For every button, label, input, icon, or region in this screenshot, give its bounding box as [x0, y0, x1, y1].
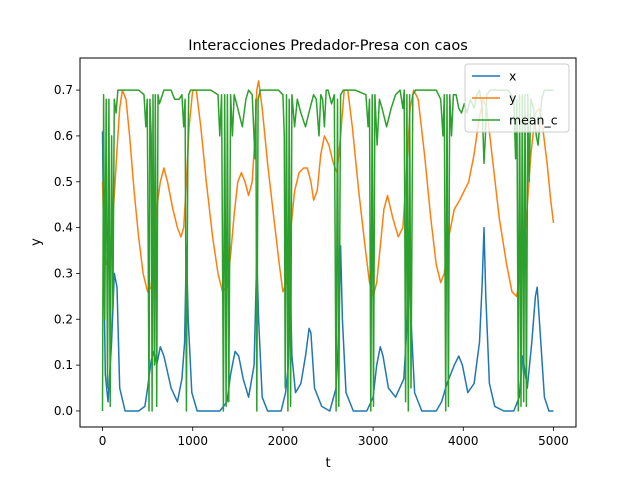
- x-tick-label: 4000: [448, 434, 479, 448]
- legend-box: [464, 63, 570, 133]
- y-tick-label: 0.0: [54, 404, 73, 418]
- y-tick-label: 0.3: [54, 266, 73, 280]
- y-tick-label: 0.7: [54, 83, 73, 97]
- legend-label: x: [509, 69, 516, 84]
- legend-label: mean_c: [509, 113, 558, 128]
- y-tick-label: 0.5: [54, 175, 73, 189]
- series-line-y: [101, 80, 555, 298]
- legend: xy mean_c: [464, 63, 570, 133]
- y-axis: 0.0 0.1 0.2 0.3 0.4 0.5 0.6 0.7: [54, 83, 80, 418]
- chart-title: Interacciones Predador-Presa con caos: [188, 38, 468, 54]
- y-tick-label: 0.1: [54, 358, 73, 372]
- plot-frame: [79, 57, 577, 428]
- y-tick-label: 0.2: [54, 312, 73, 326]
- x-axis: 0 1000 2000 3000 4000 5000: [99, 427, 569, 448]
- series-line-x: [101, 131, 554, 412]
- y-tick-label: 0.6: [54, 129, 73, 143]
- x-tick-label: 3000: [358, 434, 389, 448]
- y-tick-label: 0.4: [54, 221, 73, 235]
- x-tick-label: 2000: [268, 434, 299, 448]
- x-tick-label: 1000: [177, 434, 208, 448]
- x-axis-label: t: [325, 456, 330, 471]
- x-tick-label: 0: [99, 434, 107, 448]
- x-tick-label: 5000: [538, 434, 569, 448]
- y-axis-label: y: [29, 238, 44, 246]
- legend-label: y: [509, 91, 517, 106]
